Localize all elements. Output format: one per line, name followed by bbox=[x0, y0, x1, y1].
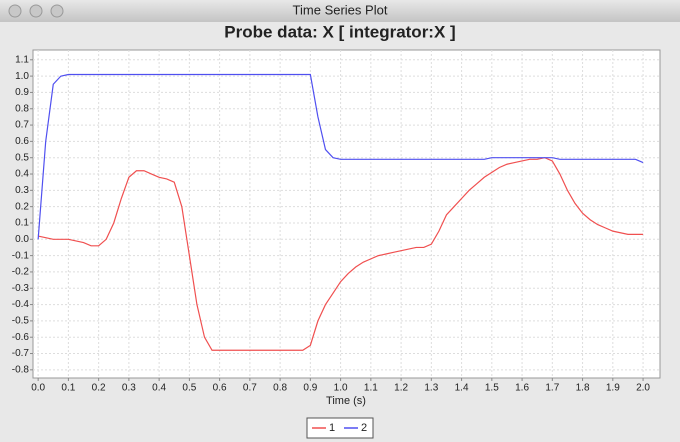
y-tick-label: 0.3 bbox=[15, 185, 29, 196]
y-tick-label: 0.8 bbox=[15, 103, 29, 114]
chart-title: Probe data: X [ integrator:X ] bbox=[224, 22, 455, 41]
x-tick-label: 0.5 bbox=[182, 383, 196, 394]
y-tick-label: -0.6 bbox=[12, 332, 30, 343]
x-tick-label: 0.0 bbox=[31, 383, 45, 394]
x-tick-label: 0.7 bbox=[243, 383, 257, 394]
x-tick-label: 1.2 bbox=[394, 383, 408, 394]
zoom-button[interactable] bbox=[50, 4, 64, 18]
x-tick-label: 0.8 bbox=[273, 383, 287, 394]
y-tick-label: -0.7 bbox=[12, 348, 30, 359]
x-tick-label: 1.3 bbox=[424, 383, 438, 394]
x-tick-label: 1.1 bbox=[364, 383, 378, 394]
y-tick-label: 0.7 bbox=[15, 120, 29, 131]
x-tick-label: 1.6 bbox=[515, 383, 529, 394]
x-tick-label: 0.3 bbox=[122, 383, 136, 394]
x-axis-label: Time (s) bbox=[326, 395, 366, 407]
y-tick-label: -0.4 bbox=[12, 299, 30, 310]
x-tick-label: 1.0 bbox=[334, 383, 348, 394]
y-tick-label: -0.3 bbox=[12, 283, 30, 294]
x-tick-label: 1.7 bbox=[545, 383, 559, 394]
x-tick-label: 1.8 bbox=[576, 383, 590, 394]
y-tick-label: -0.5 bbox=[12, 316, 30, 327]
legend bbox=[306, 417, 374, 439]
x-tick-label: 0.2 bbox=[92, 383, 106, 394]
x-tick-label: 1.5 bbox=[485, 383, 499, 394]
legend-label: 1 bbox=[329, 422, 335, 434]
minimize-button[interactable] bbox=[29, 4, 43, 18]
y-tick-label: 0.5 bbox=[15, 152, 29, 163]
x-tick-label: 1.4 bbox=[455, 383, 469, 394]
y-tick-label: 0.6 bbox=[15, 136, 29, 147]
x-tick-label: 1.9 bbox=[606, 383, 620, 394]
y-tick-label: 1.1 bbox=[15, 54, 29, 65]
y-tick-label: 0.9 bbox=[15, 87, 29, 98]
title-bar bbox=[0, 0, 680, 22]
y-tick-label: -0.2 bbox=[12, 267, 30, 278]
legend-label: 2 bbox=[361, 422, 367, 434]
data-line bbox=[37, 73, 644, 240]
plot-area bbox=[32, 49, 661, 379]
x-tick-label: 0.4 bbox=[152, 383, 166, 394]
y-tick-label: -0.1 bbox=[12, 250, 30, 261]
x-tick-label: 0.9 bbox=[303, 383, 317, 394]
y-tick-label: 0.2 bbox=[15, 201, 29, 212]
x-tick-label: 2.0 bbox=[636, 383, 650, 394]
y-tick-label: -0.8 bbox=[12, 364, 30, 375]
y-tick-label: 0.0 bbox=[15, 234, 29, 245]
y-tick-label: 1.0 bbox=[15, 71, 29, 82]
x-tick-label: 0.6 bbox=[213, 383, 227, 394]
x-tick-label: 0.1 bbox=[61, 383, 75, 394]
window-title: Time Series Plot bbox=[293, 2, 388, 17]
y-tick-label: 0.1 bbox=[15, 218, 29, 229]
y-tick-label: 0.4 bbox=[15, 169, 29, 180]
close-button[interactable] bbox=[8, 4, 22, 18]
